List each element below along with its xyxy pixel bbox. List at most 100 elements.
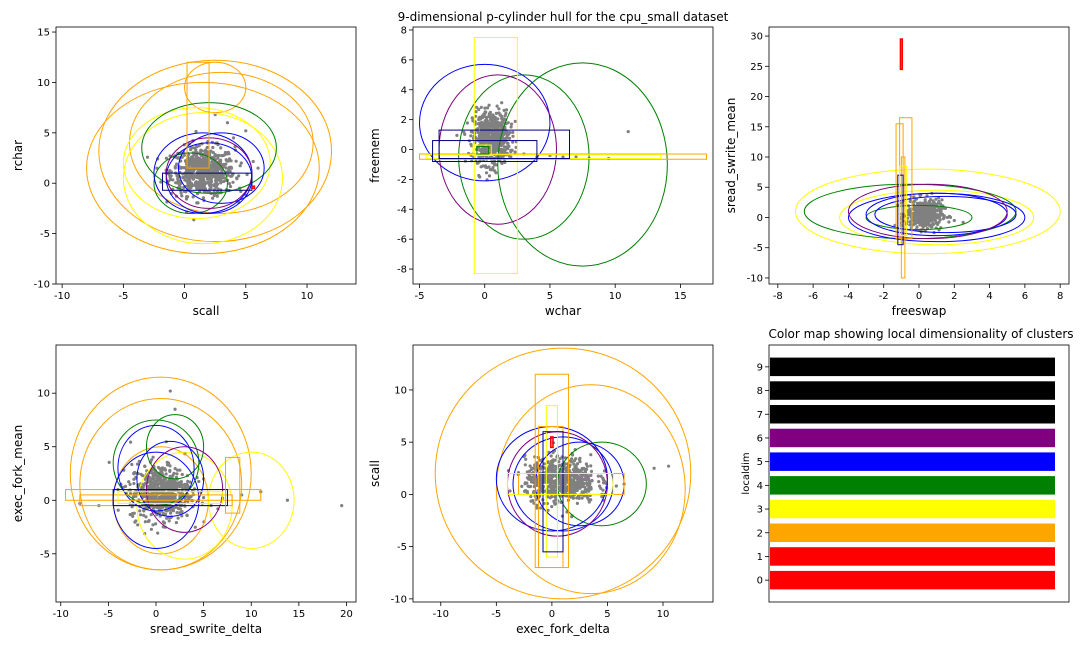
x-tick-label: 5	[604, 609, 610, 620]
data-point	[506, 141, 510, 145]
data-point	[550, 495, 554, 499]
data-point	[535, 480, 539, 485]
data-point	[129, 440, 133, 444]
y-tick-label: 10	[750, 153, 763, 164]
y-tick-label: 4	[401, 85, 407, 96]
data-point	[599, 486, 603, 490]
data-point	[504, 130, 509, 134]
data-point	[484, 146, 488, 150]
data-point	[155, 506, 159, 510]
x-tick-label: 2	[951, 291, 957, 302]
colormap-bar-7	[770, 405, 1055, 424]
data-point	[551, 480, 556, 484]
data-point	[470, 116, 474, 120]
data-point	[486, 106, 490, 110]
data-point	[934, 197, 938, 201]
data-point	[209, 149, 213, 153]
data-point	[479, 126, 483, 130]
data-point	[175, 472, 179, 476]
data-point	[916, 212, 920, 216]
data-point	[478, 175, 482, 179]
y-tick-label: 0	[757, 213, 763, 224]
axes-frame	[55, 344, 357, 603]
y-tick-label: 4	[757, 481, 763, 492]
data-point	[189, 186, 193, 190]
cluster-ellipse-green	[458, 74, 590, 240]
data-point	[509, 150, 513, 154]
data-point	[922, 201, 927, 205]
data-point	[666, 464, 671, 468]
data-point	[583, 488, 587, 492]
data-point	[151, 477, 155, 481]
data-point	[545, 490, 549, 494]
data-point	[143, 520, 147, 524]
data-point	[203, 186, 207, 190]
data-point	[579, 484, 583, 488]
data-point	[215, 194, 219, 198]
data-point	[212, 184, 216, 188]
data-points	[455, 101, 630, 182]
data-point	[226, 173, 230, 177]
data-point	[211, 151, 215, 155]
data-point	[174, 181, 178, 185]
data-point	[224, 166, 228, 170]
data-point	[164, 156, 168, 160]
data-point	[552, 487, 556, 491]
data-point	[235, 177, 239, 181]
data-point	[480, 148, 485, 152]
data-point	[176, 156, 180, 160]
data-point	[539, 477, 543, 481]
data-point	[477, 117, 481, 122]
data-point	[542, 489, 546, 493]
data-point	[587, 484, 591, 488]
data-point	[213, 153, 217, 157]
data-point	[187, 142, 191, 146]
data-point	[139, 513, 143, 517]
data-point	[937, 220, 941, 224]
data-point	[602, 481, 606, 485]
data-point	[652, 466, 656, 470]
data-point	[142, 482, 146, 486]
data-point	[193, 525, 197, 529]
data-point	[219, 180, 223, 184]
data-point	[931, 210, 935, 214]
data-point	[159, 180, 163, 184]
data-point	[529, 495, 533, 499]
data-point	[513, 119, 517, 123]
data-point	[549, 487, 553, 491]
data-point	[227, 182, 232, 186]
colormap-bar-0	[770, 570, 1055, 590]
axes-frame	[768, 344, 1070, 603]
colormap-bar-2	[770, 523, 1055, 542]
data-point	[189, 175, 193, 179]
data-point	[159, 500, 163, 504]
data-point	[149, 485, 154, 489]
data-point	[923, 198, 927, 202]
y-tick-label: 0	[401, 490, 407, 501]
cluster-box-navy	[162, 172, 253, 191]
x-tick-label: -5	[491, 609, 501, 620]
data-point	[491, 114, 495, 118]
data-point	[175, 162, 179, 166]
data-point	[197, 144, 201, 148]
data-point	[589, 464, 593, 468]
x-tick-label: 5	[200, 609, 206, 620]
data-point	[189, 148, 193, 152]
data-point	[218, 173, 222, 177]
data-point	[510, 122, 514, 126]
data-point	[194, 129, 198, 134]
data-point	[936, 222, 940, 226]
data-point	[493, 169, 497, 173]
data-point	[201, 157, 205, 161]
data-point	[169, 499, 173, 503]
cluster-box-red	[899, 38, 904, 71]
data-point	[502, 131, 506, 135]
data-point	[937, 196, 941, 200]
data-point	[158, 506, 162, 510]
data-point	[481, 142, 485, 146]
data-point	[484, 121, 488, 125]
data-point	[505, 133, 509, 137]
data-point	[146, 505, 150, 509]
data-point	[495, 104, 499, 108]
